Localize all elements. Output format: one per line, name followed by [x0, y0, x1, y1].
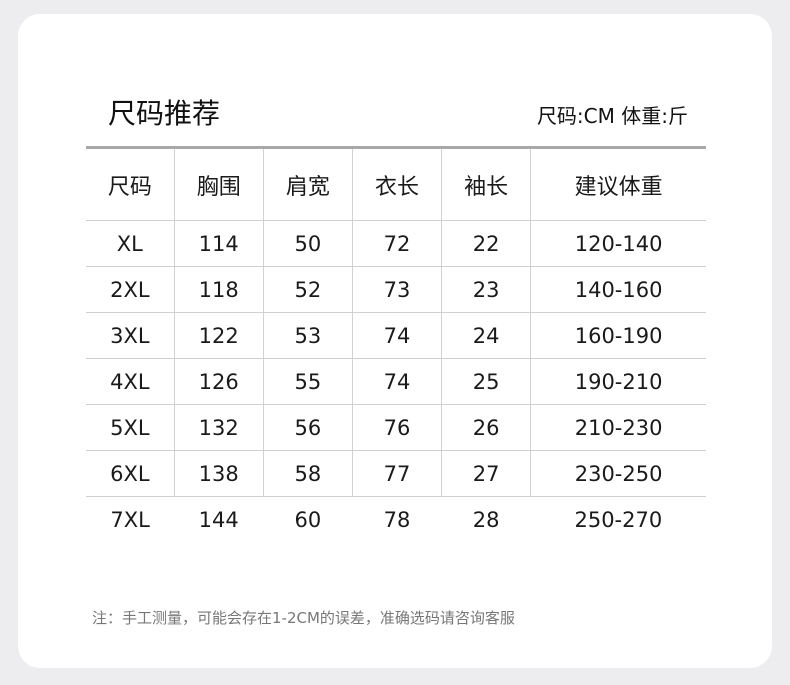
table-cell: 55 — [262, 358, 353, 405]
table-cell: 118 — [173, 266, 264, 313]
column-header: 肩宽 — [262, 146, 353, 221]
table-cell: 190-210 — [530, 358, 706, 405]
table-cell: 76 — [351, 404, 442, 451]
table-cell: 24 — [441, 312, 531, 359]
table-cell: 74 — [351, 358, 442, 405]
table-cell: 74 — [351, 312, 442, 359]
table-cell: 140-160 — [530, 266, 706, 313]
table-cell: 4XL — [86, 358, 175, 405]
table-cell: 53 — [262, 312, 353, 359]
table-cell: 5XL — [86, 404, 175, 451]
table-cell: 27 — [441, 450, 531, 497]
column-header: 胸围 — [173, 146, 264, 221]
table-cell: 58 — [262, 450, 353, 497]
table-cell: 28 — [472, 507, 500, 532]
table-row: 7XL 144 60 78 28 250-270 — [86, 497, 706, 543]
table-cell: 26 — [441, 404, 531, 451]
table-row: 2XL 118 52 73 23 140-160 — [86, 266, 706, 313]
table-row: 5XL 132 56 76 26 210-230 — [86, 404, 706, 451]
column-header: 尺码 — [86, 146, 175, 221]
table-cell: 25 — [441, 358, 531, 405]
table-cell: 22 — [441, 220, 531, 267]
table-cell: 50 — [262, 220, 353, 267]
table-cell: 144 — [198, 507, 239, 532]
unit-note: 尺码:CM 体重:斤 — [536, 104, 688, 128]
table-cell: 7XL — [110, 507, 150, 532]
table-cell: 56 — [262, 404, 353, 451]
table-cell: 114 — [173, 220, 264, 267]
table-cell: 160-190 — [530, 312, 706, 359]
table-row: 6XL 138 58 77 27 230-250 — [86, 450, 706, 497]
column-header: 建议体重 — [530, 146, 706, 221]
table-cell: 250-270 — [574, 507, 663, 532]
table-cell: 132 — [173, 404, 264, 451]
column-header: 衣长 — [351, 146, 442, 221]
table-cell: 52 — [262, 266, 353, 313]
table-cell: 2XL — [86, 266, 175, 313]
table-cell: 6XL — [86, 450, 175, 497]
table-row: 3XL 122 53 74 24 160-190 — [86, 312, 706, 359]
table-cell: XL — [86, 220, 175, 267]
column-header: 袖长 — [441, 146, 531, 221]
size-table: 尺码 胸围 肩宽 衣长 袖长 建议体重 XL 114 50 72 22 120-140 2XL 118 5… — [86, 146, 706, 542]
table-cell: 72 — [351, 220, 442, 267]
table-row: 4XL 126 55 74 25 190-210 — [86, 358, 706, 405]
table-cell: 78 — [383, 507, 411, 532]
table-cell: 210-230 — [530, 404, 706, 451]
table-cell: 138 — [173, 450, 264, 497]
page-title: 尺码推荐 — [108, 97, 221, 130]
table-row: XL 114 50 72 22 120-140 — [86, 220, 706, 267]
table-cell: 120-140 — [530, 220, 706, 267]
table-cell: 3XL — [86, 312, 175, 359]
table-cell: 230-250 — [530, 450, 706, 497]
table-cell: 122 — [173, 312, 264, 359]
table-cell: 126 — [173, 358, 264, 405]
table-cell: 60 — [294, 507, 322, 532]
footnote: 注：手工测量，可能会存在1-2CM的误差，准确选码请咨询客服 — [92, 609, 515, 627]
table-cell: 73 — [351, 266, 442, 313]
table-cell: 77 — [351, 450, 442, 497]
table-header-row: 尺码 胸围 肩宽 衣长 袖长 建议体重 — [86, 146, 706, 221]
table-cell: 23 — [441, 266, 531, 313]
